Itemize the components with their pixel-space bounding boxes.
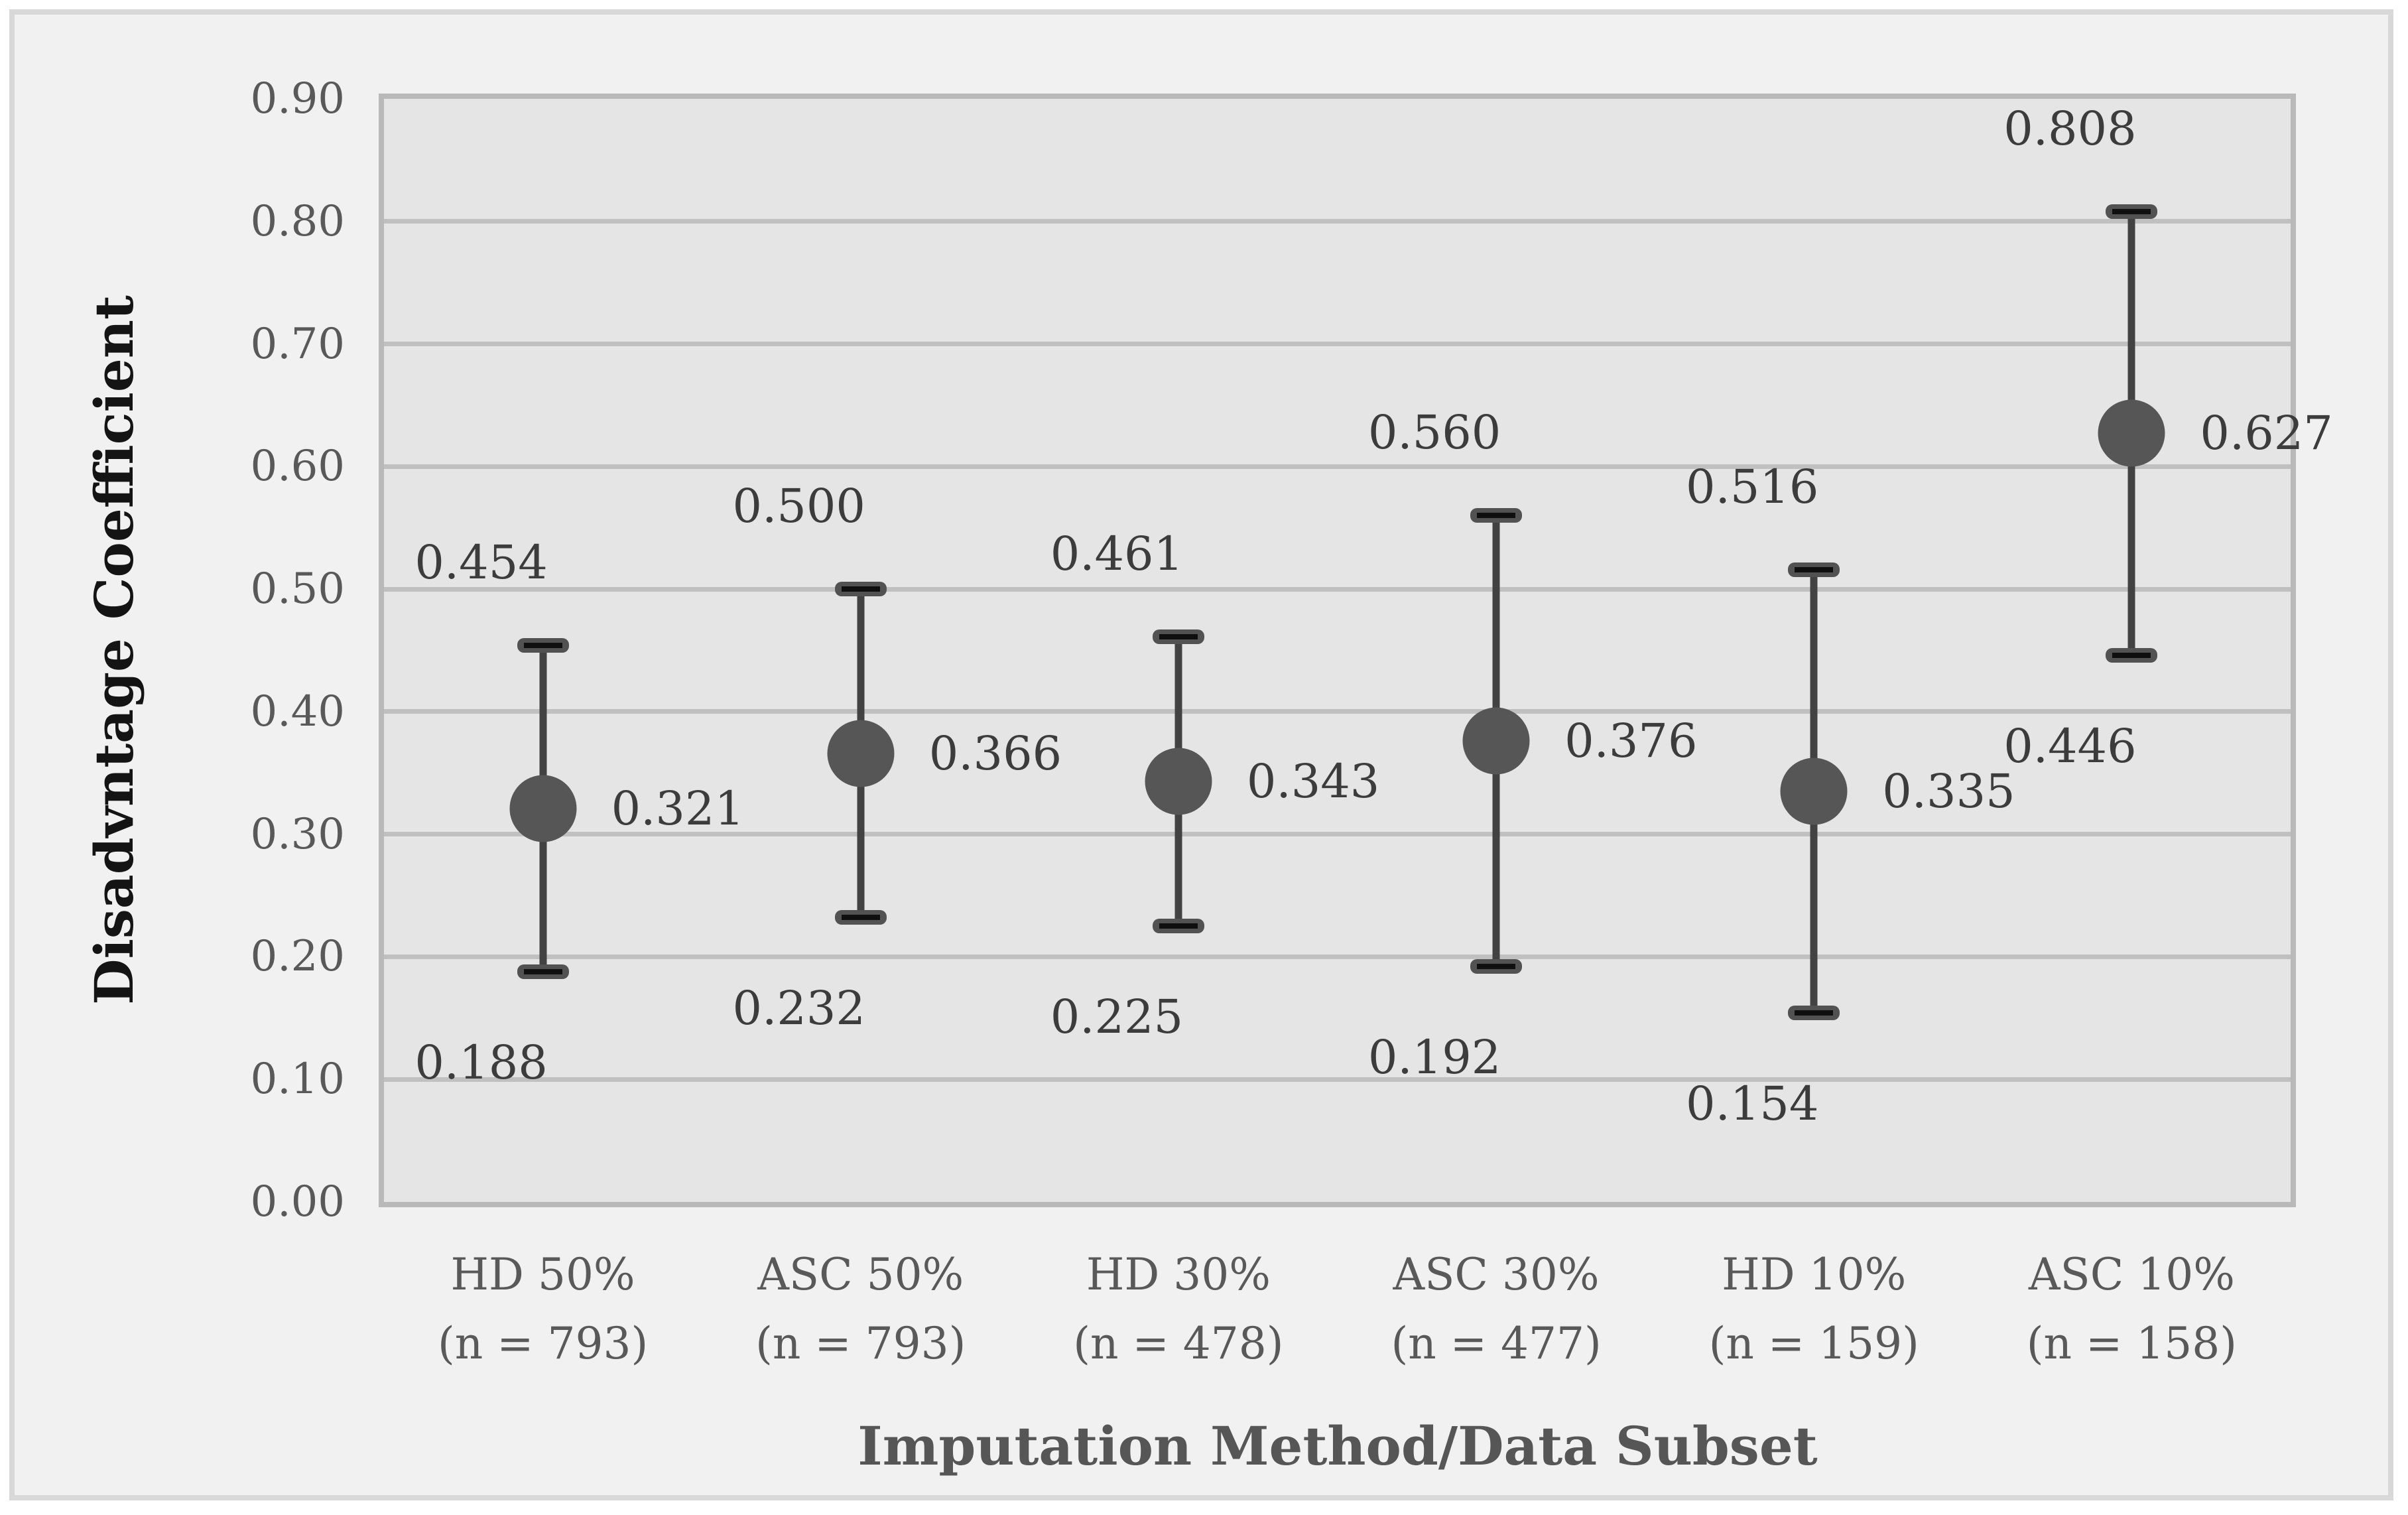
- error-bar-cap-line: [1477, 513, 1516, 519]
- upper-bound-label: 0.808: [2003, 101, 2137, 156]
- error-bar-cap-line: [523, 968, 562, 974]
- x-category-label-n: (n = 478): [1073, 1318, 1284, 1369]
- error-bar-cap-line: [523, 643, 562, 649]
- gridline: [384, 586, 2291, 592]
- error-bar-cap-line: [2112, 652, 2151, 658]
- error-bar-cap-line: [1795, 1010, 1834, 1016]
- x-category-label-method: ASC 50%: [757, 1249, 964, 1300]
- data-point-marker: [1780, 758, 1848, 825]
- x-category-label: ASC 50% (n = 793): [655, 1240, 1066, 1378]
- point-value-label: 0.335: [1882, 763, 2015, 819]
- error-bar-cap-top: [834, 582, 887, 597]
- error-bar-cap-line: [2112, 208, 2151, 214]
- x-category-label-method: HD 10%: [1722, 1249, 1907, 1300]
- y-tick-label: 0.10: [250, 1055, 346, 1104]
- error-bar-cap-bottom: [834, 910, 887, 925]
- error-bar-cap-line: [841, 586, 880, 592]
- data-point-marker: [509, 775, 577, 842]
- x-category-label: HD 10% (n = 159): [1608, 1240, 2019, 1378]
- plot-area: [379, 94, 2296, 1207]
- error-bar-cap-top: [1788, 562, 1840, 577]
- lower-bound-label: 0.192: [1367, 1030, 1501, 1085]
- y-axis-title: Disadvntage Coefficient: [83, 295, 145, 1005]
- point-value-label: 0.321: [611, 781, 744, 836]
- error-bar-cap-line: [1159, 634, 1198, 640]
- upper-bound-label: 0.461: [1050, 527, 1184, 582]
- error-bar-cap-bottom: [1152, 919, 1204, 934]
- y-tick-label: 0.30: [250, 809, 346, 859]
- x-category-label-n: (n = 477): [1391, 1318, 1602, 1369]
- error-bar-cap-bottom: [1470, 959, 1523, 974]
- error-bar-cap-top: [2106, 204, 2158, 219]
- lower-bound-label: 0.188: [414, 1035, 548, 1090]
- lower-bound-label: 0.154: [1686, 1077, 1819, 1132]
- x-category-label-n: (n = 793): [437, 1318, 649, 1369]
- plot-inner: 0.454 0.188 0.321 0.500 0.232 0.366 0.461 0.225…: [384, 99, 2333, 1202]
- gridline: [384, 464, 2291, 469]
- lower-bound-label: 0.446: [2003, 718, 2137, 773]
- x-category-label: ASC 10% (n = 158): [1926, 1240, 2337, 1378]
- point-value-label: 0.366: [928, 726, 1062, 781]
- x-category-label-n: (n = 793): [755, 1318, 966, 1369]
- error-bar-cap-top: [1470, 508, 1523, 523]
- point-value-label: 0.627: [2200, 406, 2333, 461]
- data-point-marker: [1462, 707, 1530, 775]
- gridline: [384, 832, 2291, 837]
- upper-bound-label: 0.560: [1367, 405, 1501, 460]
- x-category-label: ASC 30% (n = 477): [1291, 1240, 1702, 1378]
- gridline: [384, 1077, 2291, 1082]
- x-category-label-method: HD 50%: [450, 1249, 635, 1300]
- upper-bound-label: 0.454: [414, 535, 548, 590]
- error-bar-cap-top: [517, 638, 569, 653]
- data-point-marker: [2098, 399, 2165, 467]
- chart-figure: 0.454 0.188 0.321 0.500 0.232 0.366 0.461 0.225…: [9, 9, 2393, 1500]
- error-bar-cap-line: [1159, 923, 1198, 929]
- y-tick-label: 0.60: [250, 442, 346, 492]
- y-tick-label: 0.90: [250, 74, 346, 123]
- x-axis-title: Imputation Method/Data Subset: [857, 1415, 1818, 1477]
- point-value-label: 0.376: [1564, 714, 1698, 769]
- point-value-label: 0.343: [1246, 754, 1380, 809]
- gridline: [384, 342, 2291, 347]
- upper-bound-label: 0.500: [732, 479, 865, 534]
- data-point-marker: [1145, 748, 1212, 815]
- gridline: [384, 219, 2291, 224]
- error-bar-cap-line: [1795, 566, 1834, 572]
- y-tick-label: 0.40: [250, 687, 346, 736]
- x-category-label-n: (n = 158): [2026, 1318, 2238, 1369]
- error-bar-cap-line: [841, 915, 880, 921]
- upper-bound-label: 0.516: [1686, 459, 1819, 514]
- x-category-label: HD 30% (n = 478): [973, 1240, 1384, 1378]
- data-point-marker: [827, 720, 895, 787]
- lower-bound-label: 0.232: [732, 981, 865, 1036]
- x-category-label-method: ASC 30%: [1393, 1249, 1600, 1300]
- gridline: [384, 709, 2291, 714]
- gridline: [384, 954, 2291, 959]
- x-category-label: HD 50% (n = 793): [338, 1240, 749, 1378]
- error-bar-cap-top: [1152, 629, 1204, 645]
- x-category-label-method: ASC 10%: [2028, 1249, 2235, 1300]
- y-tick-label: 0.00: [250, 1177, 346, 1226]
- error-bar-cap-bottom: [1788, 1006, 1840, 1021]
- y-tick-label: 0.70: [250, 319, 346, 369]
- y-tick-label: 0.80: [250, 196, 346, 246]
- x-category-label-method: HD 30%: [1086, 1249, 1271, 1300]
- x-category-label-n: (n = 159): [1708, 1318, 1919, 1369]
- lower-bound-label: 0.225: [1050, 990, 1184, 1045]
- y-tick-label: 0.20: [250, 932, 346, 982]
- y-tick-label: 0.50: [250, 564, 346, 614]
- error-bar-cap-bottom: [517, 964, 569, 979]
- error-bar-cap-bottom: [2106, 647, 2158, 663]
- error-bar-cap-line: [1477, 964, 1516, 970]
